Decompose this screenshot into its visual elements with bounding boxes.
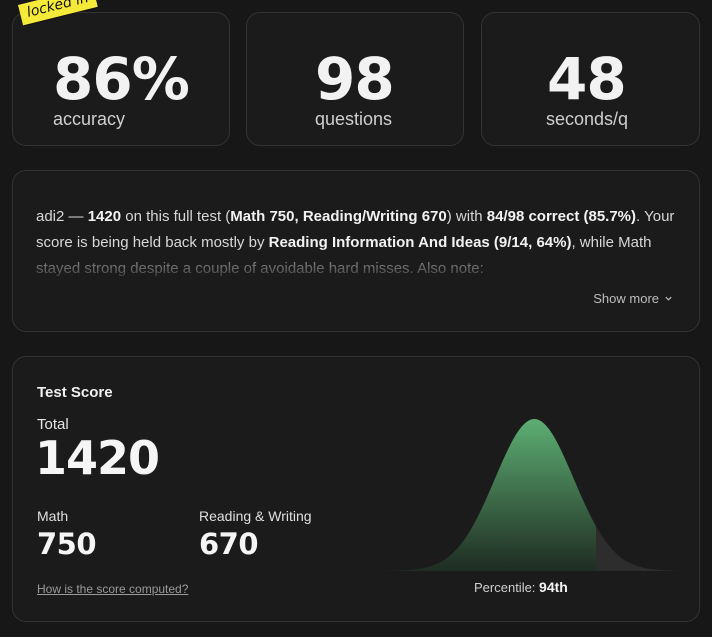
summary-segment: ) with (446, 208, 487, 225)
questions-label: questions (315, 109, 393, 129)
summary-segment: Math 750, Reading/Writing 670 (230, 208, 447, 225)
total-score-value: 1420 (35, 431, 160, 485)
curve-percentile-area (368, 419, 596, 571)
percentile-value: 94th (539, 579, 568, 595)
reading-writing-label: Reading & Writing (199, 508, 312, 524)
accuracy-card: 86% accuracy (12, 12, 230, 146)
test-score-title: Test Score (37, 384, 113, 401)
chevron-down-icon (665, 296, 672, 301)
show-more-label: Show more (593, 291, 659, 306)
pace-label: seconds/q (546, 109, 629, 129)
summary-segment: . Your score is being held back mostly b… (36, 208, 675, 251)
pace-card: 48 seconds/q (481, 12, 700, 146)
math-score-value: 750 (37, 527, 97, 561)
percentile-label: Percentile: (474, 580, 536, 595)
summary-segment: 1420 (87, 208, 122, 225)
summary-segment: Reading Information And Ideas (9/14, 64%… (268, 234, 572, 251)
questions-card: 98 questions (246, 12, 464, 146)
total-label: Total (37, 416, 69, 433)
questions-value: 98 (315, 45, 395, 113)
summary-fade (13, 249, 699, 279)
how-score-computed-link[interactable]: How is the score computed? (37, 582, 189, 596)
percentile-distribution-curve (368, 419, 676, 571)
accuracy-label: accuracy (53, 109, 126, 129)
summary-segment: adi2 — (36, 208, 88, 225)
curve-tail-area (596, 526, 676, 571)
show-more-button[interactable]: Show more (593, 291, 673, 306)
summary-segment: on this full test ( (121, 208, 231, 225)
test-score-card: Test Score Total 1420 Math 750 Reading &… (12, 356, 700, 622)
percentile-readout: Percentile: 94th (474, 579, 568, 595)
math-label: Math (37, 508, 69, 524)
summary-card: adi2 — 1420 on this full test (Math 750,… (12, 170, 700, 332)
accuracy-value: 86% (53, 45, 190, 113)
pace-value: 48 (547, 45, 627, 113)
reading-writing-score-value: 670 (199, 527, 259, 561)
summary-segment: 84/98 correct (85.7%) (486, 208, 637, 225)
